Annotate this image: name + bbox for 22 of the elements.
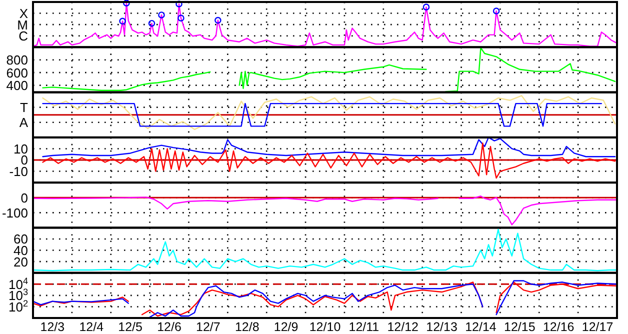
y-tick-label: -100 [2,205,28,220]
x-tick-label: 12/16 [542,320,574,334]
y-tick-label: 600 [6,65,28,80]
x-tick-label: 12/17 [582,320,614,334]
x-tick-label: 12/13 [426,320,458,334]
text: A [19,115,28,130]
x-tick-label: 12/12 [387,320,419,334]
x-tick-label: 12/3 [40,320,65,334]
x-tick-label: 12/14 [465,320,496,334]
text: T [20,100,28,116]
x-tick-label: 12/10 [309,320,341,334]
x-tick-label: 12/5 [118,320,143,334]
x-tick-label: 12/9 [274,320,298,334]
x-tick-label: 12/15 [504,320,536,334]
x-tick-label: 12/7 [196,320,220,334]
y-tick-label: 0 [20,190,28,206]
x-tick-label: 12/6 [157,320,182,334]
x-tick-label: 12/4 [79,320,104,334]
x-tick-label: 12/11 [348,320,380,334]
x-tick-label: 12/8 [234,320,260,334]
y-tick-label: 400 [6,78,28,93]
y-tick-label: 800 [6,52,28,68]
